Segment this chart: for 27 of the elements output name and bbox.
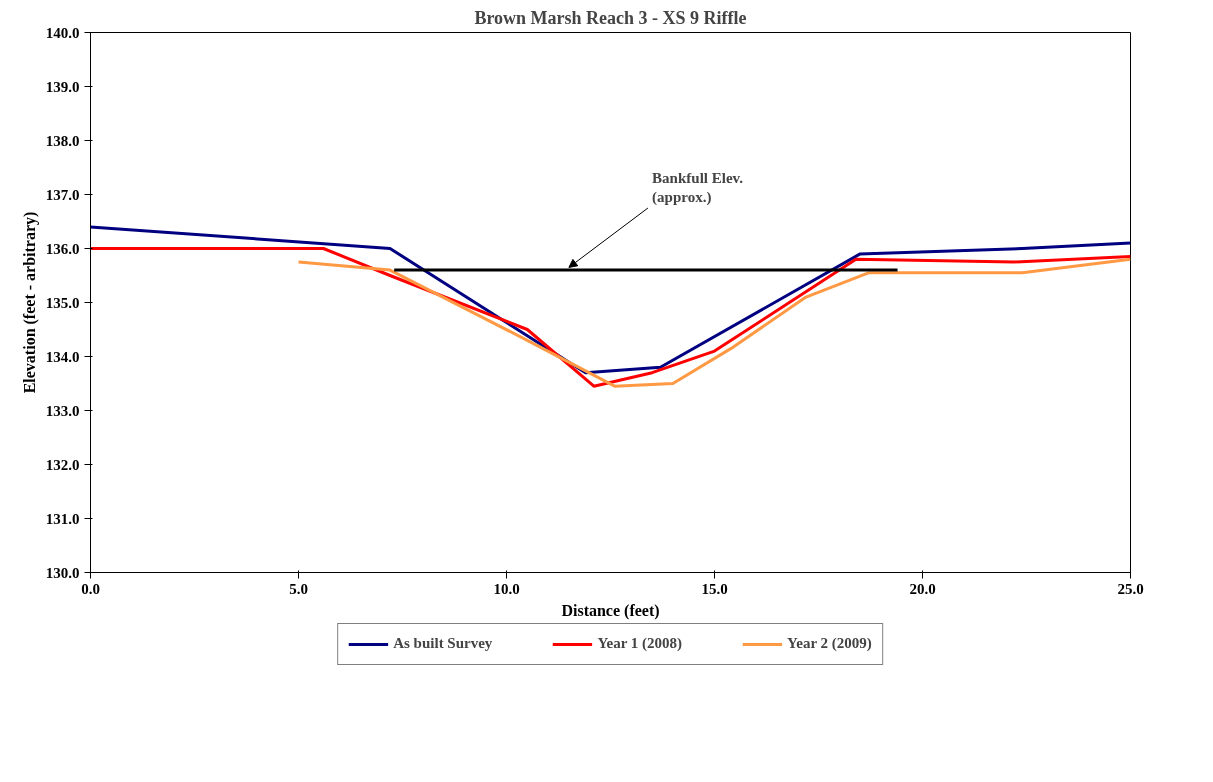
legend-label: As built Survey <box>393 635 493 652</box>
annotation: Bankfull Elev. (approx.) <box>652 170 744 207</box>
x-tick-label: 20.0 <box>909 580 936 597</box>
y-tick-label: 139.0 <box>45 78 80 95</box>
line-series <box>90 225 1131 375</box>
legend-label: Year 1 (2008) <box>597 635 683 652</box>
y-tick-label: 137.0 <box>45 186 80 203</box>
y-tick-label: 132.0 <box>45 456 80 473</box>
y-tick-label: 135.0 <box>45 294 80 311</box>
y-tick-label: 133.0 <box>45 402 80 419</box>
x-tick-label: 5.0 <box>289 580 308 597</box>
y-tick-label: 131.0 <box>45 510 80 527</box>
x-tick-label: 0.0 <box>81 580 100 597</box>
x-tick-label: 25.0 <box>1117 580 1144 597</box>
y-tick-label: 130.0 <box>45 564 80 581</box>
y-tick-label: 138.0 <box>45 132 80 149</box>
line-series <box>90 247 1131 388</box>
x-axis-title: Distance (feet) <box>561 601 660 620</box>
y-axis-title: Elevation (feet - arbitrary) <box>20 211 39 394</box>
legend-label: Year 2 (2009) <box>787 635 872 652</box>
x-tick-label: 15.0 <box>701 580 728 597</box>
y-tick-label: 140.0 <box>45 24 80 41</box>
y-tick-label: 136.0 <box>45 240 80 257</box>
y-tick-label: 134.0 <box>45 348 80 365</box>
x-tick-label: 10.0 <box>493 580 520 597</box>
chart-title: Brown Marsh Reach 3 - XS 9 Riffle <box>474 7 747 28</box>
line-series <box>297 257 1131 388</box>
